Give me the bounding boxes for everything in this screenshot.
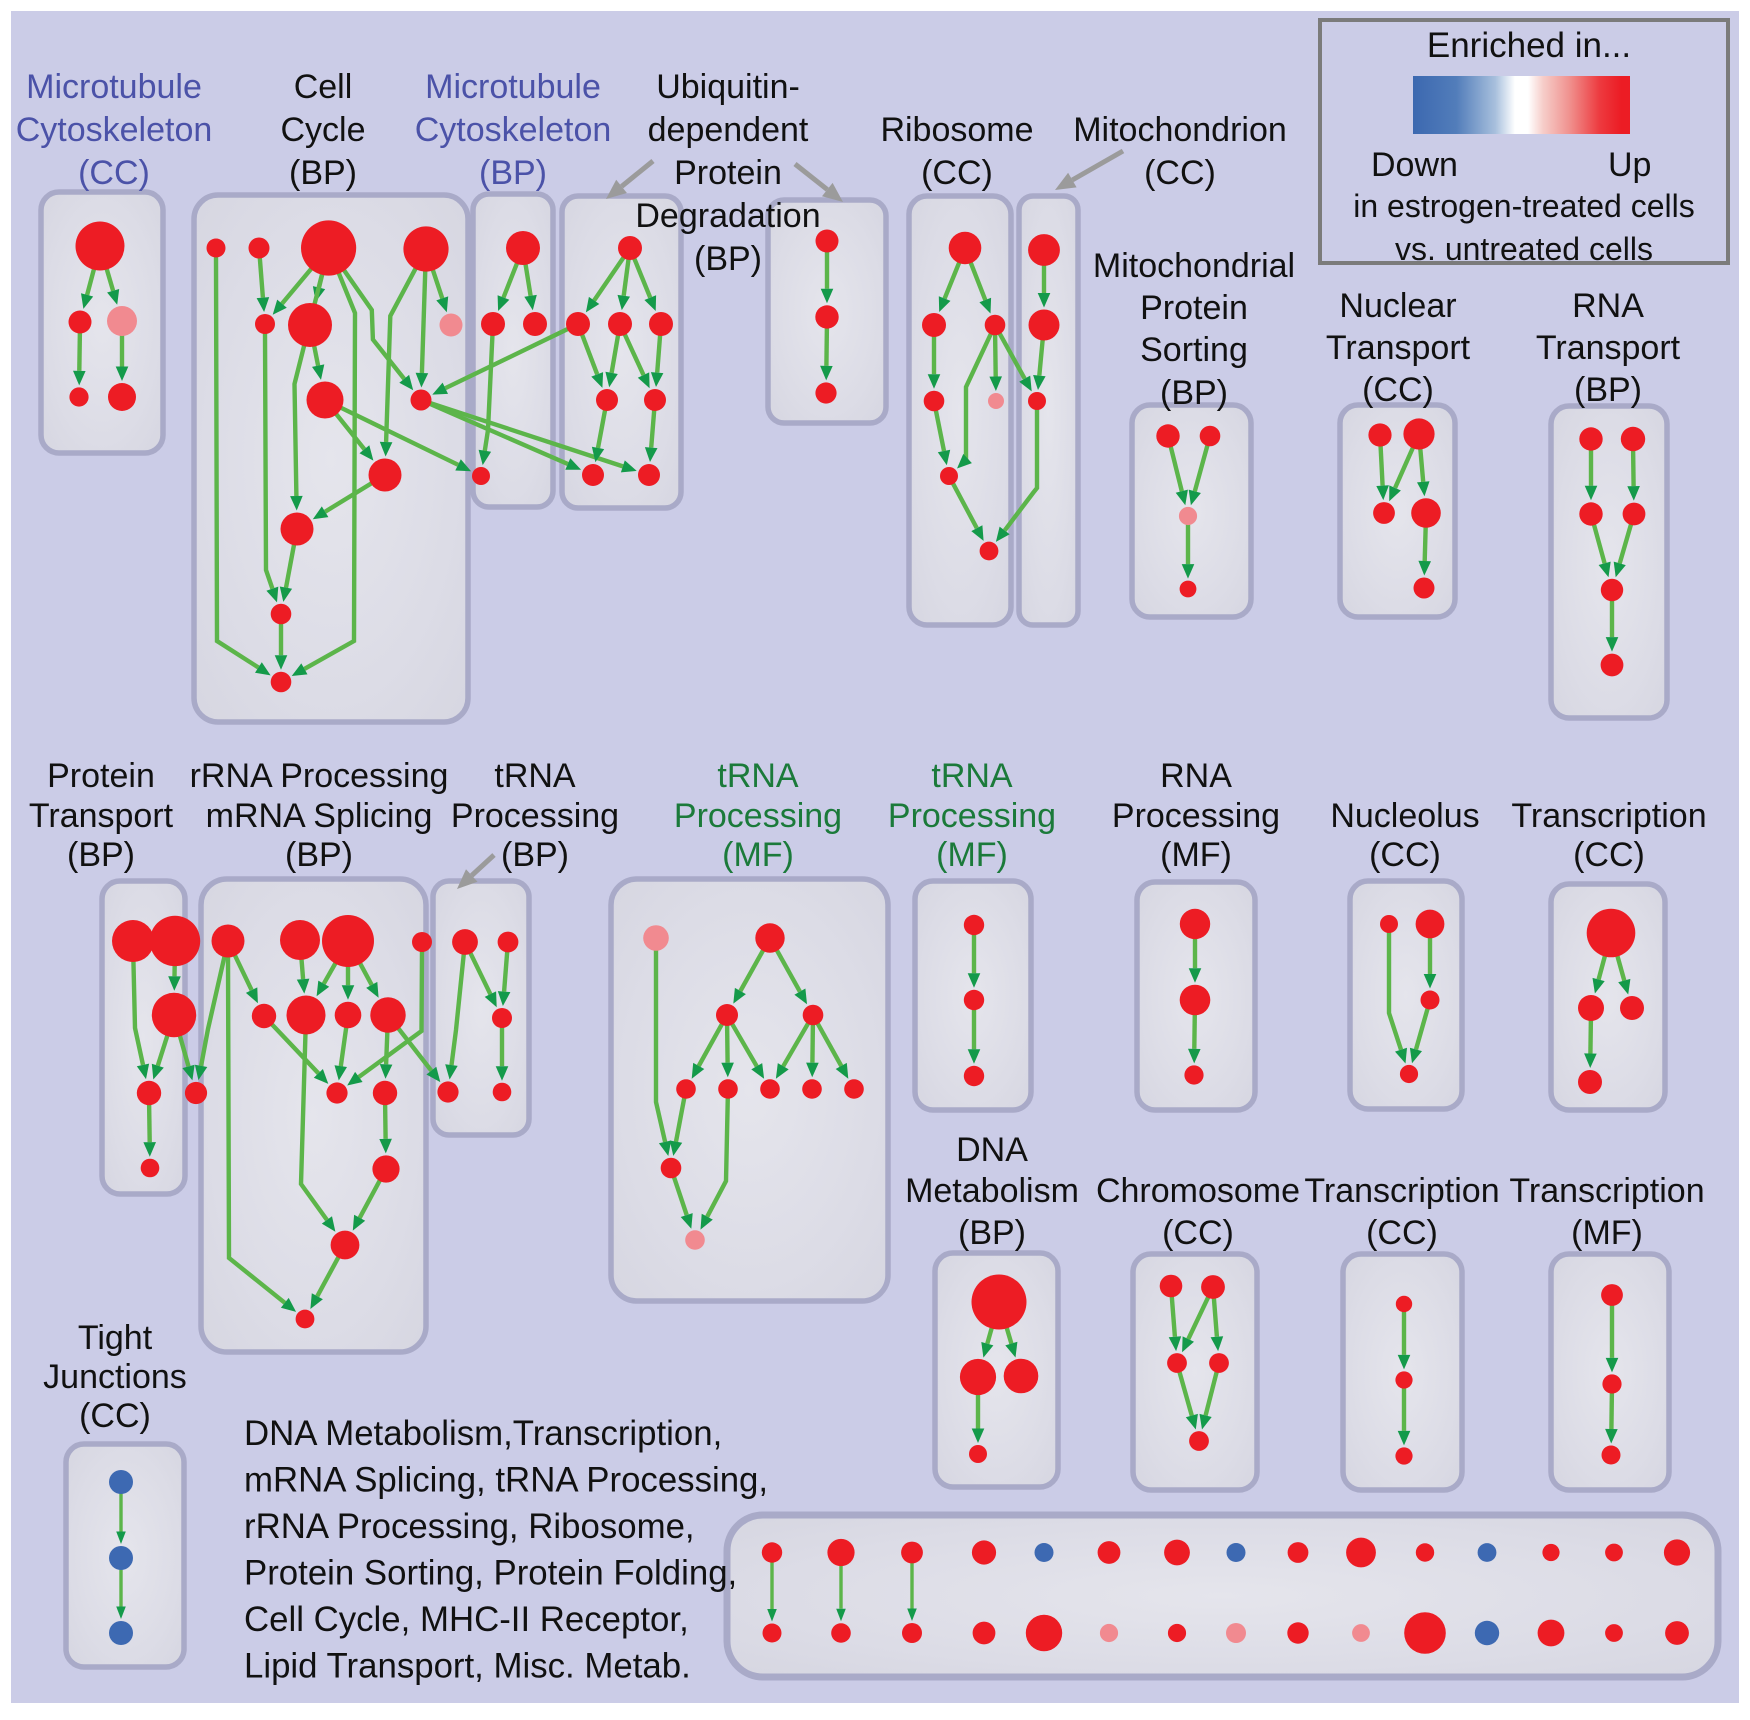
svg-text:Processing: Processing <box>888 797 1056 835</box>
svg-text:Protein Sorting, Protein Foldi: Protein Sorting, Protein Folding, <box>244 1554 737 1593</box>
svg-text:dependent: dependent <box>648 111 809 149</box>
svg-text:Nuclear: Nuclear <box>1339 287 1456 325</box>
svg-text:mRNA Splicing: mRNA Splicing <box>206 797 433 835</box>
svg-text:(BP): (BP) <box>67 836 135 874</box>
svg-text:(MF): (MF) <box>1571 1214 1643 1252</box>
svg-text:(BP): (BP) <box>289 154 357 192</box>
svg-text:(MF): (MF) <box>1160 836 1232 874</box>
svg-text:Chromosome: Chromosome <box>1096 1172 1300 1210</box>
svg-text:Up: Up <box>1608 146 1651 184</box>
svg-text:(BP): (BP) <box>694 240 762 278</box>
svg-text:rRNA Processing, Ribosome,: rRNA Processing, Ribosome, <box>244 1507 695 1546</box>
svg-text:Cell: Cell <box>294 68 353 106</box>
svg-text:Cytoskeleton: Cytoskeleton <box>415 111 612 149</box>
svg-text:RNA: RNA <box>1160 757 1232 795</box>
svg-text:tRNA: tRNA <box>931 757 1013 795</box>
svg-text:Cytoskeleton: Cytoskeleton <box>16 111 213 149</box>
svg-text:Lipid Transport, Misc. Metab.: Lipid Transport, Misc. Metab. <box>244 1647 691 1686</box>
svg-text:RNA: RNA <box>1572 287 1644 325</box>
svg-text:DNA Metabolism,Transcription,: DNA Metabolism,Transcription, <box>244 1414 722 1453</box>
svg-text:tRNA: tRNA <box>494 757 576 795</box>
svg-text:(BP): (BP) <box>1160 374 1228 412</box>
svg-text:Transcription: Transcription <box>1509 1172 1704 1210</box>
svg-text:Mitochondrial: Mitochondrial <box>1093 247 1295 285</box>
svg-text:Protein: Protein <box>674 154 782 192</box>
svg-text:Ubiquitin-: Ubiquitin- <box>656 68 800 106</box>
svg-text:Transcription: Transcription <box>1511 797 1706 835</box>
svg-text:DNA: DNA <box>956 1131 1028 1169</box>
svg-text:Cycle: Cycle <box>280 111 365 149</box>
svg-text:Transcription: Transcription <box>1304 1172 1499 1210</box>
svg-text:(CC): (CC) <box>78 154 150 192</box>
svg-text:Transport: Transport <box>1326 329 1471 367</box>
svg-text:tRNA: tRNA <box>717 757 799 795</box>
svg-text:Mitochondrion: Mitochondrion <box>1073 111 1287 149</box>
svg-text:(CC): (CC) <box>1162 1214 1234 1252</box>
svg-text:Nucleolus: Nucleolus <box>1330 797 1479 835</box>
svg-text:Ribosome: Ribosome <box>880 111 1033 149</box>
svg-text:(CC): (CC) <box>921 154 993 192</box>
svg-text:Processing: Processing <box>1112 797 1280 835</box>
svg-text:vs. untreated cells: vs. untreated cells <box>1395 231 1653 267</box>
svg-text:(BP): (BP) <box>285 836 353 874</box>
svg-text:Junctions: Junctions <box>43 1358 187 1396</box>
svg-text:(CC): (CC) <box>1362 371 1434 409</box>
svg-text:rRNA Processing: rRNA Processing <box>190 757 449 795</box>
svg-text:Tight: Tight <box>78 1319 153 1357</box>
svg-text:in estrogen-treated cells: in estrogen-treated cells <box>1353 188 1695 224</box>
svg-text:Transport: Transport <box>1536 329 1681 367</box>
svg-text:(BP): (BP) <box>958 1214 1026 1252</box>
svg-text:(MF): (MF) <box>722 836 794 874</box>
svg-text:mRNA Splicing, tRNA Processing: mRNA Splicing, tRNA Processing, <box>244 1461 768 1500</box>
svg-text:(CC): (CC) <box>1573 836 1645 874</box>
svg-text:Enriched in...: Enriched in... <box>1427 26 1631 65</box>
svg-text:Degradation: Degradation <box>635 197 820 235</box>
svg-text:(CC): (CC) <box>1144 154 1216 192</box>
svg-text:(CC): (CC) <box>1369 836 1441 874</box>
svg-text:(BP): (BP) <box>1574 371 1642 409</box>
svg-text:Metabolism: Metabolism <box>905 1172 1079 1210</box>
svg-text:Protein: Protein <box>1140 289 1248 327</box>
svg-text:Microtubule: Microtubule <box>26 68 202 106</box>
svg-text:Microtubule: Microtubule <box>425 68 601 106</box>
svg-text:(MF): (MF) <box>936 836 1008 874</box>
svg-text:(BP): (BP) <box>501 836 569 874</box>
svg-text:(CC): (CC) <box>79 1397 151 1435</box>
svg-text:(CC): (CC) <box>1366 1214 1438 1252</box>
svg-text:Processing: Processing <box>674 797 842 835</box>
svg-text:Protein: Protein <box>47 757 155 795</box>
svg-text:Cell Cycle, MHC-II Receptor,: Cell Cycle, MHC-II Receptor, <box>244 1600 689 1639</box>
svg-text:Processing: Processing <box>451 797 619 835</box>
svg-text:Down: Down <box>1371 146 1458 184</box>
svg-text:Sorting: Sorting <box>1140 331 1248 369</box>
svg-text:Transport: Transport <box>29 797 174 835</box>
svg-text:(BP): (BP) <box>479 154 547 192</box>
